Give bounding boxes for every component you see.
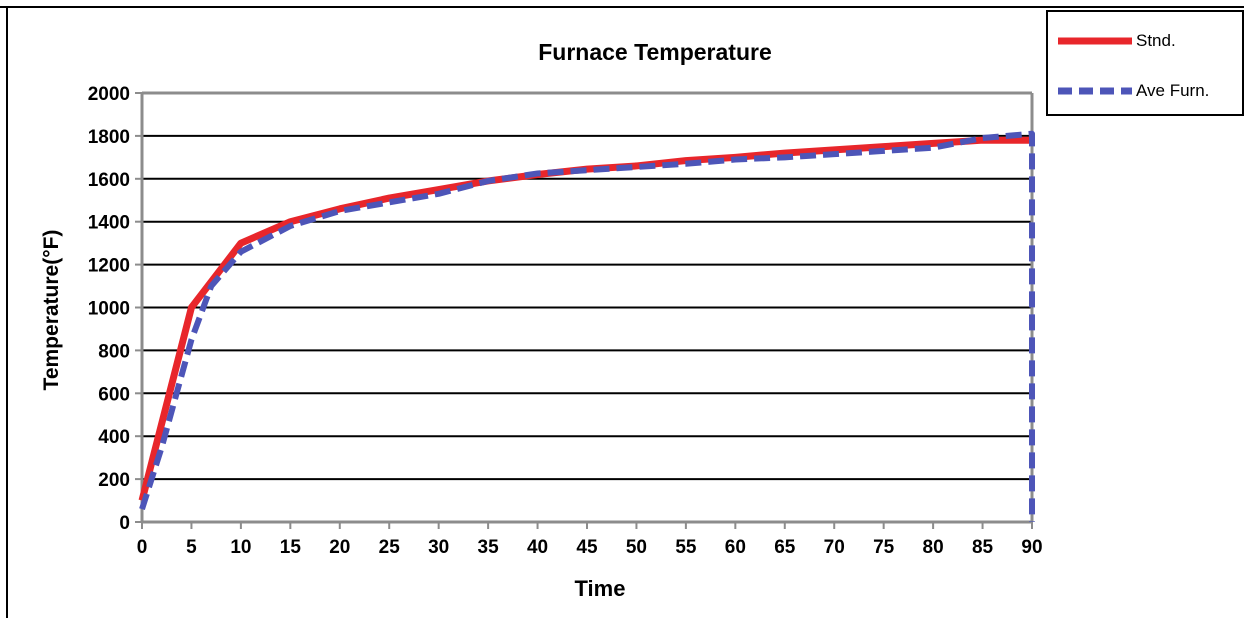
- y-tick-label-1000: 1000: [88, 299, 130, 320]
- legend-swatch-ave-furn: [1058, 87, 1132, 95]
- legend-label-stnd: Stnd.: [1136, 31, 1176, 50]
- series-layer: [138, 130, 1035, 522]
- series-line-stnd: [138, 136, 1032, 502]
- x-tick-label-35: 35: [478, 537, 500, 558]
- x-tick-label-20: 20: [329, 537, 350, 558]
- y-tick-label-0: 0: [119, 513, 130, 534]
- x-tick-label-80: 80: [923, 537, 944, 558]
- y-tick-label-400: 400: [98, 427, 130, 448]
- x-tick-label-70: 70: [824, 537, 845, 558]
- chart-title: Furnace Temperature: [538, 39, 771, 65]
- y-tick-labels: 0 200 400 600 800 1000 1200 1400 1600 1800 2000: [88, 84, 130, 534]
- y-tick-label-600: 600: [98, 384, 130, 405]
- x-tick-label-60: 60: [725, 537, 746, 558]
- legend-label-ave-furn: Ave Furn.: [1136, 81, 1210, 100]
- x-tick-label-0: 0: [137, 537, 148, 558]
- y-tick-label-1600: 1600: [88, 170, 130, 191]
- x-tick-label-40: 40: [527, 537, 548, 558]
- x-tick-label-65: 65: [774, 537, 796, 558]
- legend-item-ave-furn: Ave Furn.: [1056, 76, 1209, 106]
- x-tick-label-10: 10: [230, 537, 251, 558]
- x-tick-label-50: 50: [626, 537, 647, 558]
- legend-swatch-stnd: [1058, 37, 1132, 45]
- x-tick-label-85: 85: [972, 537, 994, 558]
- plot-border: [135, 91, 1034, 529]
- y-tick-label-1400: 1400: [88, 213, 130, 234]
- series-line-ave-furn: [139, 130, 1035, 522]
- y-tick-label-1800: 1800: [88, 127, 130, 148]
- x-tick-label-55: 55: [675, 537, 697, 558]
- x-tick-label-30: 30: [428, 537, 449, 558]
- gridlines: [142, 134, 1032, 481]
- y-tick-label-1200: 1200: [88, 256, 130, 277]
- x-tick-label-45: 45: [576, 537, 598, 558]
- y-tick-label-2000: 2000: [88, 84, 130, 105]
- y-tick-label-200: 200: [98, 470, 130, 491]
- y-axis-label: Temperature(°F): [40, 230, 63, 391]
- x-tick-label-15: 15: [280, 537, 302, 558]
- x-axis-label: Time: [575, 576, 626, 601]
- y-tick-label-800: 800: [98, 341, 130, 362]
- x-tick-label-5: 5: [186, 537, 197, 558]
- x-tick-label-25: 25: [379, 537, 401, 558]
- legend-item-stnd: Stnd.: [1056, 26, 1176, 56]
- x-tick-label-75: 75: [873, 537, 895, 558]
- x-tick-labels: 0 5 10 15 20 25 30 35 40 45 50 55 60 65 70 75 80 85 90: [137, 537, 1043, 558]
- legend: Stnd. Ave Furn.: [1046, 10, 1244, 116]
- x-tick-label-90: 90: [1021, 537, 1042, 558]
